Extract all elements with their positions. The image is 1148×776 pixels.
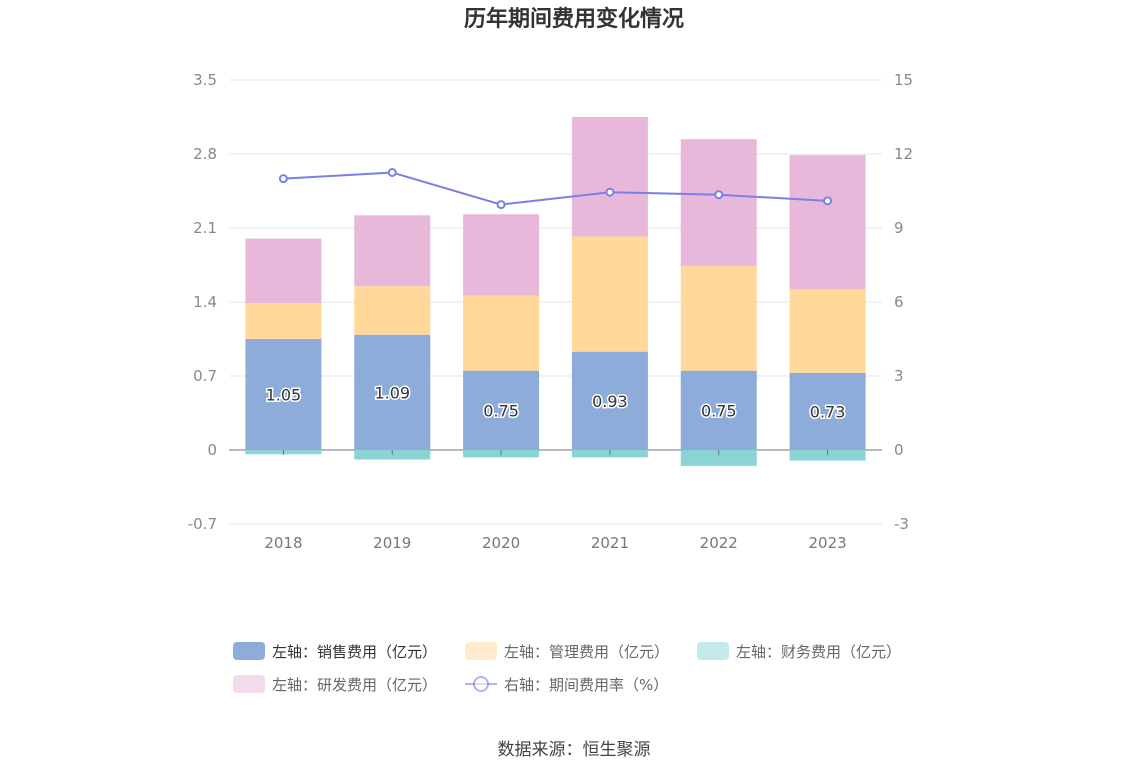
bar-segment xyxy=(680,139,757,267)
bar-segment xyxy=(245,339,322,450)
x-tick-label: 2023 xyxy=(808,534,846,552)
bar-value-label: 0.93 xyxy=(592,392,628,411)
left-tick-label: 1.4 xyxy=(193,293,217,311)
bars xyxy=(245,117,866,466)
left-tick-label: 3.5 xyxy=(193,71,217,89)
rate-point xyxy=(387,168,397,177)
rate-point xyxy=(496,200,506,210)
legend-item: 左轴：研发费用（亿元） xyxy=(233,675,437,694)
chart-title: 历年期间费用变化情况 xyxy=(464,6,684,32)
grid xyxy=(229,79,882,525)
right-tick-label: -3 xyxy=(894,515,909,533)
rate-point xyxy=(278,174,288,184)
rate-point xyxy=(714,190,724,200)
bar-segment xyxy=(789,372,866,450)
legend-item: 右轴：期间费用率（%） xyxy=(465,676,668,694)
bar-value-label: 0.73 xyxy=(810,402,846,421)
left-axis-ticks: 3.5 2.8 2.1 1.4 0.7 0 -0.7 xyxy=(188,71,217,533)
right-tick-label: 6 xyxy=(894,293,904,311)
legend-swatch xyxy=(233,675,265,693)
left-tick-label: 2.1 xyxy=(193,219,217,237)
legend-item: 左轴：管理费用（亿元） xyxy=(465,642,669,661)
x-tick-label: 2018 xyxy=(264,534,302,552)
bar-segment xyxy=(245,238,322,304)
legend-label: 左轴：管理费用（亿元） xyxy=(504,643,669,661)
x-axis-ticks: 2018 2019 2020 2021 2022 2023 xyxy=(264,450,847,552)
bar-labels: 1.05 1.09 0.75 0.93 0.75 0.73 xyxy=(264,382,847,423)
bar-segment xyxy=(789,155,866,290)
rate-point xyxy=(823,196,833,206)
left-tick-label: 2.8 xyxy=(193,145,217,163)
right-axis-ticks: 15 12 9 6 3 0 -3 xyxy=(894,71,913,533)
rate-point xyxy=(605,187,615,197)
bar-segment xyxy=(571,117,648,237)
x-tick-label: 2022 xyxy=(700,534,738,552)
legend-item: 左轴：销售费用（亿元） xyxy=(233,642,437,661)
legend-swatch xyxy=(233,642,265,660)
right-tick-label: 3 xyxy=(894,367,904,385)
legend: 左轴：销售费用（亿元） 左轴：管理费用（亿元） 左轴：财务费用（亿元） 左轴：研发费用… xyxy=(233,642,901,694)
right-tick-label: 0 xyxy=(894,441,904,459)
bar-segment xyxy=(463,370,540,450)
bar-segment xyxy=(354,286,431,335)
bar-value-label: 0.75 xyxy=(483,401,519,420)
bar-segment xyxy=(680,370,757,450)
x-tick-label: 2020 xyxy=(482,534,520,552)
bar-value-label: 0.75 xyxy=(701,401,737,420)
bar-value-label: 1.09 xyxy=(374,383,410,402)
data-source: 数据来源：恒生聚源 xyxy=(498,740,651,760)
legend-label: 右轴：期间费用率（%） xyxy=(504,676,668,694)
legend-item: 左轴：财务费用（亿元） xyxy=(697,642,901,661)
bar-segment xyxy=(245,303,322,339)
rate-line xyxy=(278,168,833,210)
bar-segment xyxy=(680,266,757,371)
bar-segment xyxy=(789,289,866,373)
rate-line-path xyxy=(283,171,828,206)
bar-segment xyxy=(571,236,648,352)
legend-label: 左轴：研发费用（亿元） xyxy=(272,676,437,694)
bar-segment xyxy=(789,450,866,461)
left-tick-label: -0.7 xyxy=(188,515,217,533)
legend-marker xyxy=(473,676,489,692)
right-tick-label: 9 xyxy=(894,219,904,237)
bar-segment xyxy=(680,450,757,466)
x-tick-label: 2021 xyxy=(591,534,629,552)
bar-segment xyxy=(571,351,648,450)
x-tick-label: 2019 xyxy=(373,534,411,552)
bar-segment xyxy=(463,295,540,371)
legend-swatch xyxy=(697,642,729,660)
right-tick-label: 12 xyxy=(894,145,913,163)
bar-value-label: 1.05 xyxy=(266,386,302,405)
right-tick-label: 15 xyxy=(894,71,913,89)
legend-label: 左轴：财务费用（亿元） xyxy=(736,643,901,661)
legend-label: 左轴：销售费用（亿元） xyxy=(272,643,437,661)
bar-segment xyxy=(463,214,540,296)
bar-segment xyxy=(354,215,431,287)
left-tick-label: 0.7 xyxy=(193,367,217,385)
left-tick-label: 0 xyxy=(207,441,217,459)
bar-segment xyxy=(354,334,431,450)
legend-swatch xyxy=(465,642,497,660)
